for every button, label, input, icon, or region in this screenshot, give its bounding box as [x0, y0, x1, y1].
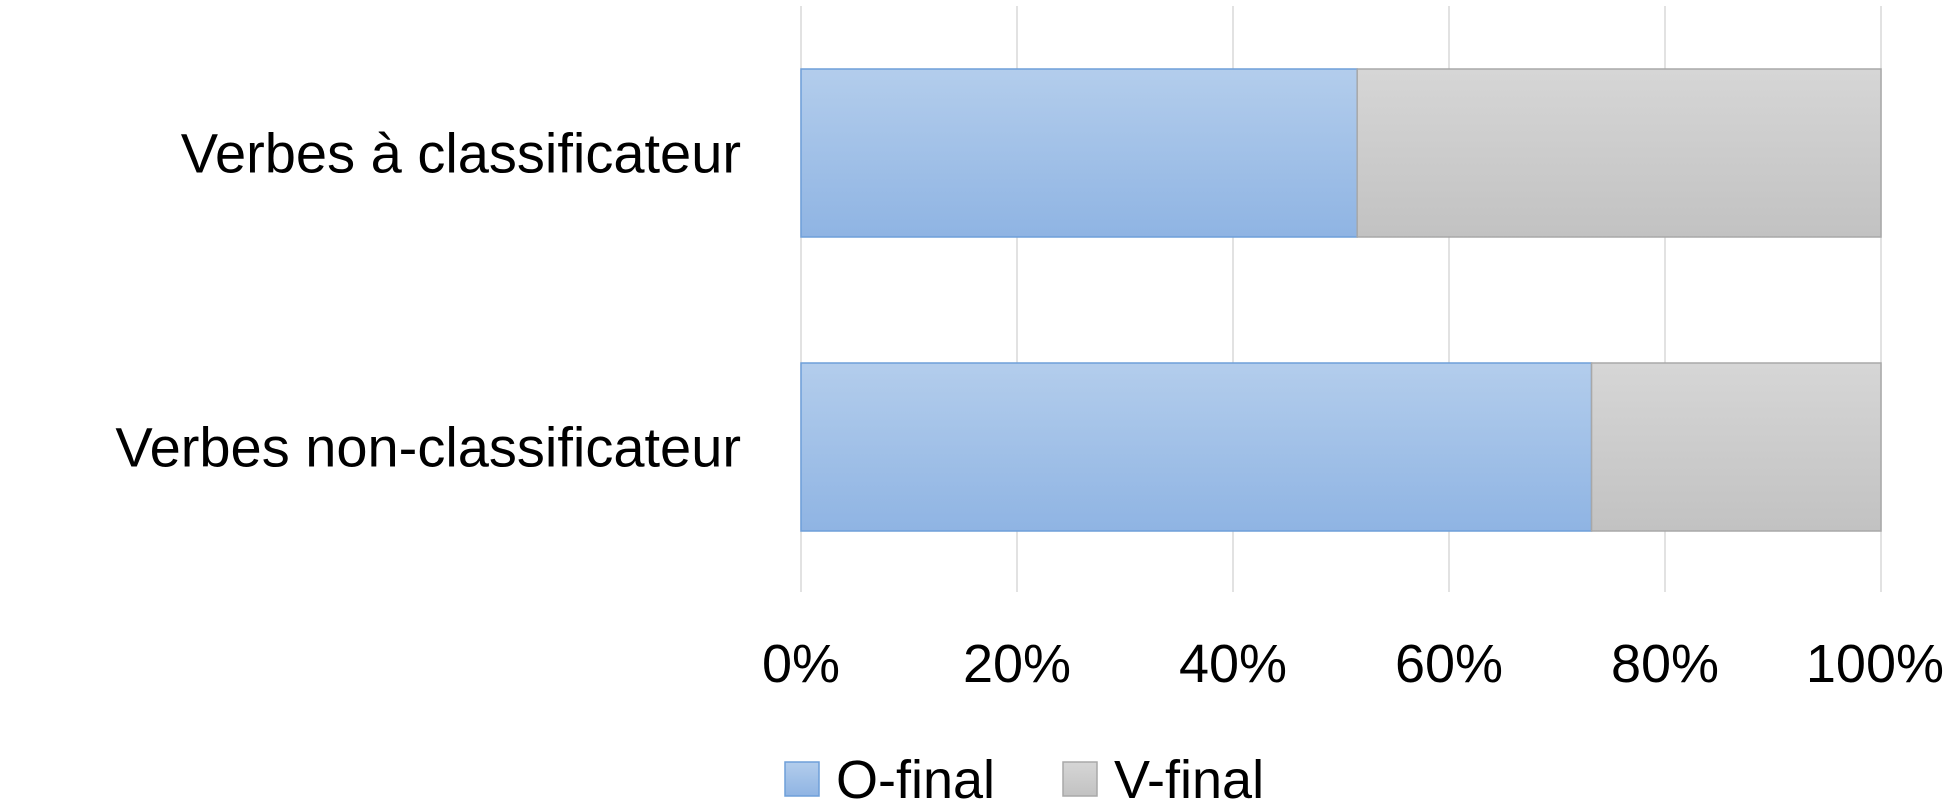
- legend-label-o-final: O-final: [836, 750, 995, 804]
- x-tick-label: 100%: [1806, 634, 1944, 694]
- legend-label-v-final: V-final: [1114, 750, 1264, 804]
- x-tick-label: 60%: [1395, 634, 1503, 694]
- x-tick-label: 40%: [1179, 634, 1287, 694]
- category-label: Verbes non-classificateur: [115, 416, 741, 479]
- x-tick-label: 20%: [963, 634, 1071, 694]
- bar-o-final-verbes-a-classificateur: [800, 68, 1358, 238]
- x-tick-label: 0%: [762, 634, 840, 694]
- x-axis-tick-labels: 0% 20% 40% 60% 80% 100%: [762, 634, 1944, 694]
- legend-swatch-o-final: [784, 761, 820, 797]
- bar-v-final-verbes-non-classificateur: [1590, 362, 1882, 532]
- legend: O-final V-final: [784, 750, 1264, 804]
- bars: [800, 68, 1882, 532]
- bar-v-final-verbes-a-classificateur: [1356, 68, 1882, 238]
- legend-swatch-v-final: [1062, 761, 1098, 797]
- category-labels: Verbes à classificateur Verbes non-classi…: [115, 122, 741, 479]
- bar-o-final-verbes-non-classificateur: [800, 362, 1593, 532]
- x-tick-label: 80%: [1611, 634, 1719, 694]
- category-label: Verbes à classificateur: [181, 122, 741, 185]
